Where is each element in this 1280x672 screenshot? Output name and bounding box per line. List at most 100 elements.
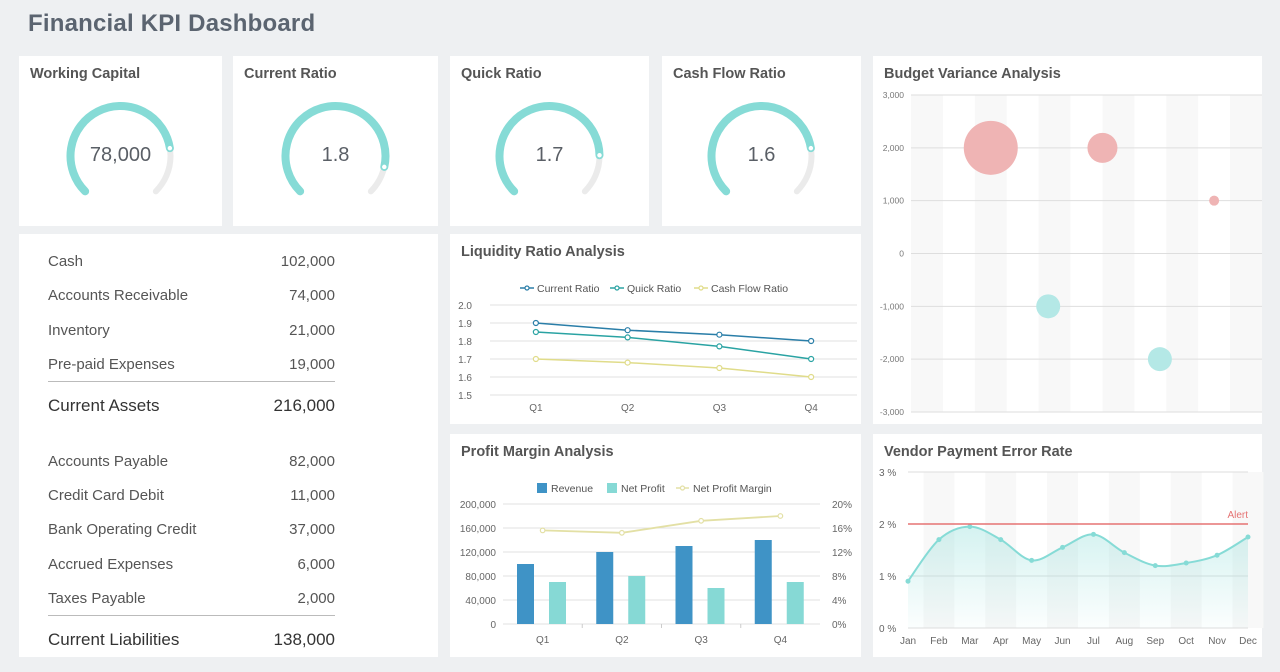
gauge-value: 1.8 [321,144,350,166]
legend-label: Quick Ratio [627,283,681,295]
asset-row: Pre-paid Expenses 19,000 [48,356,335,376]
row-value: 2,000 [297,590,335,607]
y-tick-label: 40,000 [465,596,496,607]
data-point [716,331,723,338]
y-tick-label: 1.9 [458,319,472,330]
gauge-marker [807,144,815,152]
gauge-chart [66,102,174,196]
liability-row: Bank Operating Credit 37,000 [48,521,335,541]
y2-tick-label: 20% [832,500,852,511]
data-point [936,537,942,543]
row-value: 6,000 [297,556,335,573]
chart-title: Profit Margin Analysis [461,444,614,460]
gauge-value: 1.6 [747,144,776,166]
x-tick-label: Q4 [774,635,788,646]
legend-label: Net Profit [621,483,665,495]
data-point [1060,544,1066,550]
x-tick-label: Q3 [713,403,727,414]
y2-tick-label: 0% [832,620,847,631]
x-tick-label: Q4 [804,403,818,414]
bar [754,540,772,624]
profit-margin-card: Profit Margin Analysis 0 0% 40,000 4% 80,000… [450,434,861,657]
row-label: Accrued Expenses [48,556,174,573]
margin-line [542,515,781,534]
vendor-error-card: Vendor Payment Error Rate 0 % 1 % 2 % 3 % Ja… [873,434,1264,657]
y-tick-label: 0 [490,620,496,631]
y-tick-label: 3,000 [883,90,905,100]
row-label: Bank Operating Credit [48,521,197,538]
y-tick-label: -2,000 [880,354,904,364]
y-tick-label: 160,000 [460,524,497,535]
row-label: Accounts Receivable [48,287,189,304]
y-tick-label: -3,000 [880,407,904,417]
data-point [1214,552,1220,558]
data-point [624,327,631,334]
quick-ratio-card: Quick Ratio 1.7 [450,56,649,226]
y2-tick-label: 16% [832,524,852,535]
current-ratio-card: Current Ratio 1.8 [233,56,438,226]
data-point [624,359,631,366]
data-point [1029,557,1035,563]
bar [786,582,804,624]
liability-row: Credit Card Debit 11,000 [48,487,335,507]
y-tick-label: 2.0 [458,301,472,312]
y2-tick-label: 8% [832,572,847,583]
gauge-marker [166,144,174,152]
x-tick-label: Jan [900,636,916,647]
y2-tick-label: 12% [832,548,852,559]
legend-swatch [537,483,547,493]
x-tick-label: Q1 [536,635,550,646]
x-tick-label: Jun [1054,636,1070,647]
x-tick-label: Oct [1178,636,1194,647]
row-label: Taxes Payable [48,590,146,607]
x-tick-label: Q1 [529,403,543,414]
data-point [808,337,815,345]
area-fill [908,526,1248,628]
cash-flow-ratio-card: Cash Flow Ratio 1.6 [662,56,861,226]
data-point [905,578,911,584]
gauge-marker [595,151,604,159]
assets-total-row: Current Assets 216,000 [48,396,335,416]
row-value: 102,000 [280,253,335,270]
y-tick-label: 1.5 [458,391,472,402]
vendor-error-chart: 0 % 1 % 2 % 3 % Jan Feb Mar Apr May Jun Jul Aug Sep O… [879,468,1264,647]
legend-label: Revenue [551,483,593,495]
x-tick-label: Aug [1115,636,1133,647]
data-point [967,524,973,530]
legend-label: Current Ratio [537,283,600,295]
gauge-value: 78,000 [89,144,152,166]
balance-sheet-card: Cash 102,000 Accounts Receivable 74,000 In… [19,234,438,657]
data-point [808,355,815,363]
gauge-value: 1.7 [535,144,564,166]
total-label: Current Assets [48,396,160,415]
series-line [535,322,812,342]
gauge-fill [495,102,604,196]
liquidity-ratio-chart: 1.5 1.6 1.7 1.8 1.9 2.0 Q1 Q2 Q3 Q4 Current Ratio Q… [458,283,857,414]
data-point [624,334,631,341]
legend-marker [524,285,530,291]
y-tick-label: 1.7 [458,355,472,366]
data-point [1121,550,1127,556]
y-tick-label: 1.8 [458,337,472,348]
legend-marker [698,285,704,291]
gauge-fill [707,102,815,196]
working-capital-card: Working Capital 78,000 [19,56,222,226]
data-point [716,343,723,350]
x-tick-label: Q3 [694,635,708,646]
data-point [532,355,539,363]
x-tick-label: Dec [1239,636,1257,647]
page-title: Financial KPI Dashboard [28,10,316,37]
x-tick-label: Apr [993,636,1009,647]
y-tick-label: 2 % [879,520,896,531]
gauge-title: Current Ratio [244,66,337,82]
bubble [1036,294,1061,319]
legend-label: Cash Flow Ratio [711,283,788,295]
data-point [1245,534,1251,540]
y-tick-label: 0 % [879,624,896,635]
liquidity-ratio-card: Liquidity Ratio Analysis 1.5 1.6 1.7 1.8 1.9… [450,234,861,424]
x-tick-label: Q2 [615,635,629,646]
y-tick-label: 120,000 [460,548,497,559]
gauge-marker [380,163,389,171]
bar [517,564,534,624]
bubble [1147,347,1172,372]
